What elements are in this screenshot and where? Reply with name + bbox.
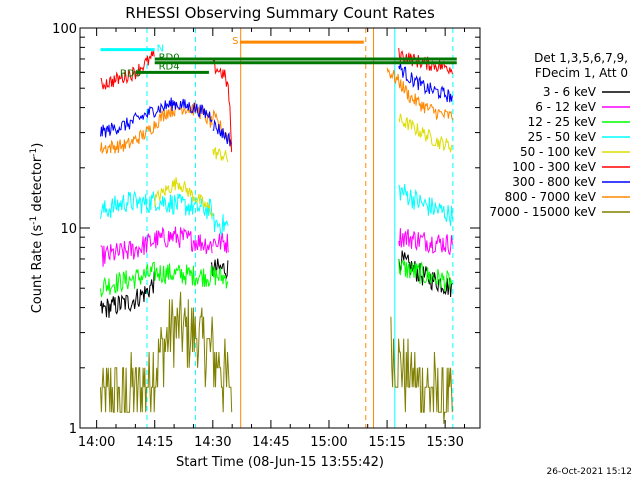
flag-label-n: N [157, 43, 164, 54]
series-1-segment-1 [100, 271, 155, 318]
series-1-segment-3 [398, 250, 453, 298]
legend-label-3: 12 - 25 keV [528, 115, 597, 129]
series-7-segment-2 [212, 119, 233, 147]
series-4-segment-2 [212, 213, 229, 237]
y-axis-label-text: Count Rate (s [30, 225, 45, 314]
series-3-segment-1 [100, 261, 213, 298]
legend-header-fdecim: FDecim 1, Att 0 [535, 66, 628, 80]
x-axis-label: Start Time (08-Jun-15 13:55:42) [176, 455, 384, 470]
x-tick-label-1515: 15:15 [368, 435, 405, 450]
series-5-segment-3 [398, 113, 453, 153]
chart-title: RHESSI Observing Summary Count Rates [125, 4, 435, 22]
y-tick-label-1: 1 [69, 422, 77, 437]
flag-label-s: S [232, 36, 238, 47]
series-4-segment-1 [100, 190, 213, 220]
flag-label-rd0: RD0 [159, 53, 180, 64]
series-4-segment-3 [398, 184, 453, 226]
x-tick-label-1500: 15:00 [310, 435, 347, 450]
legend-label-1: 3 - 6 keV [543, 85, 597, 99]
legend-label-7: 300 - 800 keV [512, 175, 596, 189]
legend-label-8: 800 - 7000 keV [505, 190, 597, 204]
series-8-segment-3 [386, 67, 454, 121]
series-5-segment-1 [154, 177, 214, 218]
y-axis-label-unit: detector [30, 156, 45, 216]
series-7-segment-1 [100, 97, 213, 138]
series-6-segment-2 [212, 58, 233, 153]
series-9-segment-1 [100, 291, 233, 413]
x-tick-label-1415: 14:15 [136, 435, 173, 450]
x-tick-label-1530: 15:30 [426, 435, 463, 450]
series-5-segment-2 [212, 147, 229, 163]
legend-label-5: 50 - 100 keV [520, 145, 597, 159]
legend-label-9: 7000 - 15000 keV [489, 205, 596, 219]
series-7-segment-3 [398, 62, 453, 103]
y-axis-label: Count Rate (s-1 detector-1) [29, 143, 45, 314]
series-3-segment-3 [398, 259, 453, 292]
y-axis-label-superscript-2: -1 [29, 148, 39, 157]
series-8-segment-2 [212, 109, 233, 150]
y-axis-label-close: ) [30, 143, 45, 148]
flag-label-rd6: RD6 [120, 68, 141, 79]
x-tick-label-1430: 14:30 [194, 435, 231, 450]
x-tick-label-1445: 14:45 [252, 435, 289, 450]
series-8-segment-1 [100, 100, 213, 155]
y-tick-label-100: 100 [52, 22, 77, 37]
series-2-segment-2 [212, 232, 229, 254]
plot-content [100, 28, 457, 428]
axes: 14:00 14:15 14:30 14:45 15:00 15:15 15:30 1 10 10… [52, 22, 480, 450]
legend-label-6: 100 - 300 keV [512, 160, 596, 174]
generation-timestamp: 26-Oct-2021 15:12 [547, 467, 632, 477]
x-tick-label-1400: 14:00 [78, 435, 115, 450]
series-9-segment-2 [390, 316, 453, 424]
flag-label-rd4: RD4 [159, 61, 180, 72]
series-2-segment-3 [398, 228, 453, 256]
y-tick-label-10: 10 [60, 222, 77, 237]
series-3-segment-2 [212, 266, 229, 289]
legend-label-2: 6 - 12 keV [535, 100, 597, 114]
series-6-segment-1 [100, 48, 155, 90]
y-axis-label-superscript: -1 [29, 216, 39, 225]
legend: Det 1,3,5,6,7,9, FDecim 1, Att 0 3 - 6 k… [489, 51, 630, 219]
series-2-segment-1 [100, 226, 213, 267]
legend-header-detectors: Det 1,3,5,6,7,9, [534, 51, 628, 65]
legend-label-4: 25 - 50 keV [528, 130, 597, 144]
